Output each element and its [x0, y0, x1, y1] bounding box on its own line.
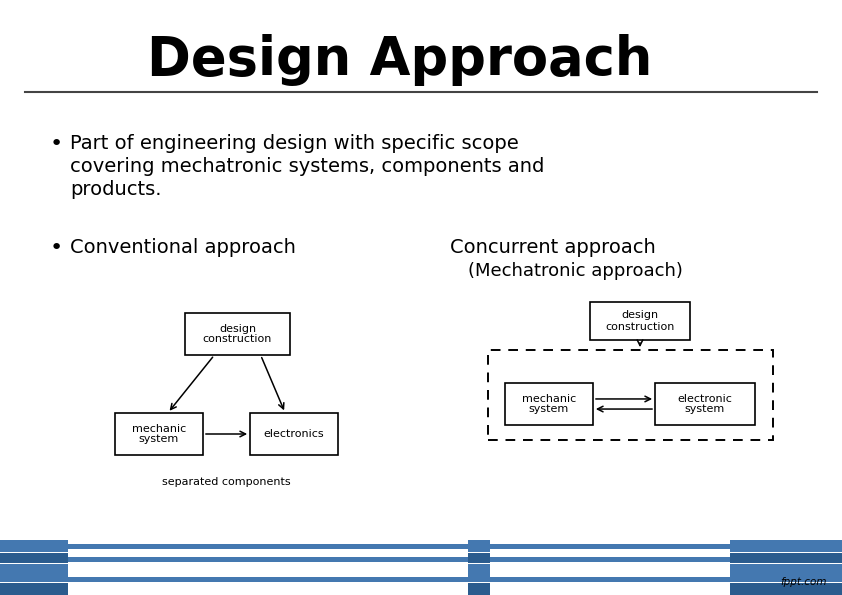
Text: electronic: electronic [678, 393, 733, 403]
Text: electronics: electronics [264, 429, 324, 439]
Bar [490, 538, 730, 595]
Bar [490, 544, 730, 549]
Bar [0, 540, 842, 552]
Bar [115, 413, 203, 455]
Text: •: • [50, 134, 63, 154]
Text: Design Approach: Design Approach [147, 33, 653, 86]
Bar [0, 564, 842, 582]
Text: system: system [529, 405, 569, 415]
Text: products.: products. [70, 180, 162, 199]
Text: Conventional approach: Conventional approach [70, 238, 296, 257]
Bar [488, 350, 773, 440]
Text: fppt.com: fppt.com [781, 577, 827, 587]
Text: separated components: separated components [163, 477, 290, 487]
Bar [68, 544, 468, 549]
Bar [250, 413, 338, 455]
Text: system: system [685, 405, 725, 415]
Bar [185, 313, 290, 355]
Bar [68, 577, 468, 582]
Text: Part of engineering design with specific scope: Part of engineering design with specific… [70, 134, 519, 153]
Bar [590, 302, 690, 340]
Text: Concurrent approach: Concurrent approach [450, 238, 656, 257]
Text: (Mechatronic approach): (Mechatronic approach) [468, 262, 683, 280]
Bar [490, 557, 730, 562]
Bar [0, 553, 842, 563]
Bar [68, 557, 468, 562]
Bar [505, 383, 593, 425]
Text: mechanic: mechanic [522, 393, 576, 403]
Text: mechanic: mechanic [132, 424, 186, 434]
Text: construction: construction [203, 334, 272, 345]
Text: design: design [219, 324, 256, 334]
Text: •: • [50, 238, 63, 258]
Text: design: design [621, 311, 658, 321]
Bar [0, 583, 842, 595]
Text: construction: construction [605, 321, 674, 331]
Bar [490, 577, 730, 582]
Text: system: system [139, 434, 179, 444]
Bar [68, 538, 468, 595]
Text: covering mechatronic systems, components and: covering mechatronic systems, components… [70, 157, 545, 176]
Bar [655, 383, 755, 425]
